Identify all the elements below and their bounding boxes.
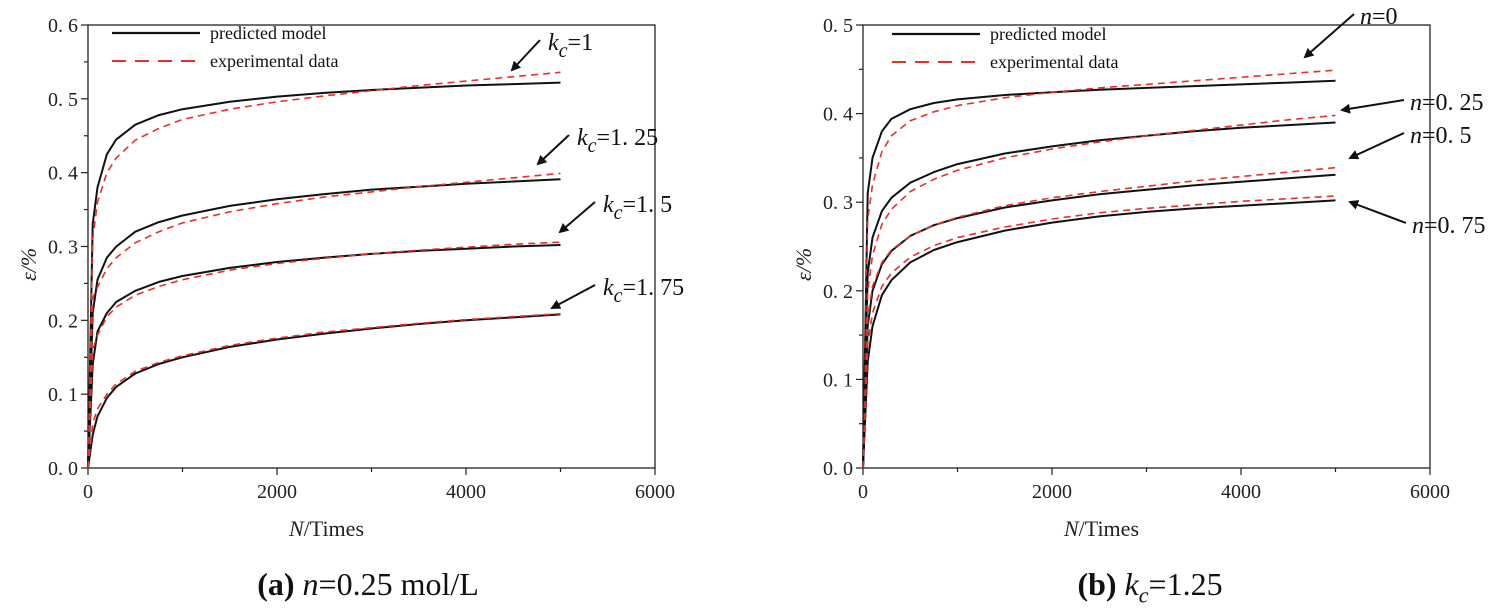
caption-a: (a) n=0.25 mol/L: [257, 566, 479, 603]
panel-b-annotation-3: n=0. 75: [1412, 213, 1486, 239]
caption-b-label: (b): [1077, 566, 1117, 602]
panel-a-x-axis-title: N/Times: [288, 516, 364, 541]
panel-a-x-tick-label: 2000: [257, 481, 297, 503]
caption-a-var: n: [302, 566, 319, 602]
caption-b-rest: =1.25: [1148, 566, 1223, 602]
caption-a-label: (a): [257, 566, 295, 602]
panel-b-x-axis-title: N/Times: [1063, 516, 1139, 541]
panel-a-y-tick-label: 0. 0: [48, 458, 78, 480]
panel-b-annotation-arrow-1: [1340, 99, 1405, 114]
panel-a-frame: [87, 24, 656, 469]
panel-b-y-tick-label: 0. 5: [823, 15, 853, 37]
panel-a-legend-experimental-label: experimental data: [210, 51, 338, 71]
panel-b-series-5-experimental: [862, 166, 1336, 469]
panel-a-series-4-model: [87, 244, 561, 469]
caption-a-rest: =0.25 mol/L: [318, 566, 479, 602]
panel-a-annotation-arrow-0: [510, 39, 541, 72]
panel-a-x-tick-label: 0: [83, 481, 93, 503]
panel-b-y-tick-label: 0. 4: [823, 104, 853, 126]
panel-a-series-7-experimental: [87, 312, 561, 469]
panel-b-y-tick-label: 0. 2: [823, 281, 853, 303]
panel-a-y-tick-label: 0. 1: [48, 384, 78, 406]
panel-a-annotation-1: kc=1. 25: [577, 125, 658, 157]
panel-a-y-axis-title: ε/%: [16, 248, 41, 281]
panel-a-series-0-model: [87, 81, 561, 469]
panel-a-annotation-0: kc=1: [548, 30, 593, 62]
panel-b-series-0-model: [862, 79, 1336, 469]
panel-b-legend-experimental-label: experimental data: [990, 52, 1118, 72]
panel-b-series-6-model: [862, 199, 1336, 469]
panel-a-legend-model-label: predicted model: [210, 23, 326, 43]
panel-b-y-tick-label: 0. 3: [823, 192, 853, 214]
panel-a-annotation-arrow-3: [550, 284, 596, 309]
panel-b-x-tick-label: 6000: [1410, 481, 1450, 503]
panel-b-y-tick-label: 0. 1: [823, 369, 853, 391]
caption-b: (b) kc=1.25: [1077, 566, 1222, 608]
panel-b-series-3-experimental: [862, 114, 1336, 469]
panel-b-x-tick-label: 2000: [1032, 481, 1072, 503]
panel-b-annotation-1: n=0. 25: [1410, 90, 1484, 116]
panel-b-legend-model-label: predicted model: [990, 24, 1106, 44]
panel-a-y-tick-label: 0. 3: [48, 237, 78, 259]
panel-b-y-tick-label: 0. 0: [823, 458, 853, 480]
panel-b-x-tick-label: 0: [858, 481, 868, 503]
panel-a-y-tick-label: 0. 6: [48, 15, 78, 37]
caption-b-var: k: [1124, 566, 1139, 602]
panel-b-plot: 0 2000 4000 6000 0. 0 0. 1 0. 2 0. 3 0. 4 0. 5 N/T…: [791, 4, 1486, 541]
panel-a-annotation-arrow-2: [558, 201, 596, 234]
panel-a-series-5-experimental: [87, 241, 561, 469]
panel-b-series-2-model: [862, 121, 1336, 469]
panel-a-annotation-3: kc=1. 75: [603, 275, 684, 307]
panel-a-series-3-experimental: [87, 172, 561, 469]
panel-a-y-tick-label: 0. 2: [48, 310, 78, 332]
panel-b-annotation-arrow-3: [1348, 200, 1407, 224]
panel-b-annotation-2: n=0. 5: [1410, 123, 1472, 149]
panel-a-plot: 0 2000 4000 6000 0. 0 0. 1 0. 2 0. 3 0. 4 0. 5 0. …: [16, 15, 684, 541]
panel-a-y-tick-label: 0. 5: [48, 89, 78, 111]
panel-a-series-6-model: [87, 313, 561, 469]
panel-b-series-4-model: [862, 173, 1336, 469]
panel-b-annotation-arrow-2: [1348, 132, 1405, 160]
panel-b-x-tick-label: 4000: [1221, 481, 1261, 503]
panel-b-series-1-experimental: [862, 69, 1336, 469]
panel-a-annotation-arrow-1: [536, 134, 570, 166]
panel-b-annotation-0: n=0: [1360, 4, 1398, 30]
caption-b-sub: c: [1138, 582, 1149, 608]
panel-b-annotation-arrow-0: [1303, 13, 1355, 59]
panel-a-x-tick-label: 4000: [446, 481, 486, 503]
panel-a-series-2-model: [87, 178, 561, 469]
panel-b-series-7-experimental: [862, 195, 1336, 469]
panel-a-x-tick-label: 6000: [635, 481, 675, 503]
panel-a-annotation-2: kc=1. 5: [603, 192, 672, 224]
panel-a-y-tick-label: 0. 4: [48, 163, 78, 185]
panel-b-y-axis-title: ε/%: [791, 248, 816, 281]
panel-b-frame: [862, 24, 1431, 469]
panel-a-series-1-experimental: [87, 71, 561, 469]
